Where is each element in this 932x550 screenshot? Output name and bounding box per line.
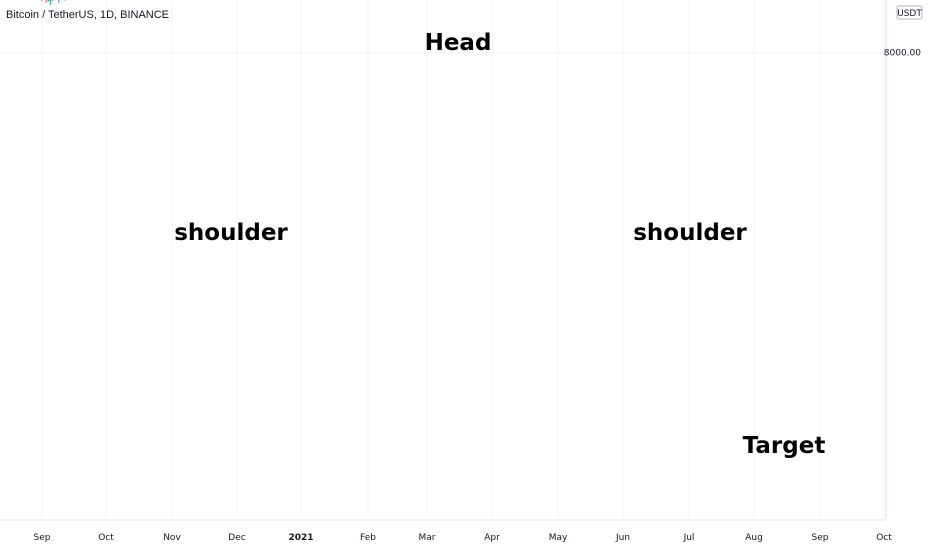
x-tick-label: Dec	[228, 533, 245, 543]
x-tick-label: Sep	[812, 533, 829, 543]
x-tick-label: Mar	[419, 533, 436, 543]
x-tick-label: May	[549, 533, 568, 543]
x-tick-label: Feb	[360, 533, 376, 543]
x-tick-label: Jun	[615, 533, 630, 543]
x-tick-label: Oct	[98, 533, 114, 543]
annotation-label-shoulder: shoulder	[633, 220, 747, 246]
x-tick-label: Nov	[163, 533, 181, 543]
x-tick-label: Oct	[876, 533, 892, 543]
y-tick-label: 8000.00	[884, 49, 921, 59]
annotation-label-target: Target	[743, 433, 826, 459]
annotation-label-head: Head	[425, 30, 492, 56]
currency-label: USDT	[897, 9, 922, 19]
candles	[41, 0, 77, 5]
x-tick-label: Sep	[34, 533, 51, 543]
currency-badge	[896, 5, 923, 20]
x-tick-label: Jul	[683, 533, 695, 543]
price-axis-bg	[888, 0, 932, 550]
x-tick-label: Apr	[484, 533, 500, 543]
candle-body	[47, 0, 50, 1]
symbol-title: Bitcoin / TetherUS, 1D, BINANCE	[6, 9, 170, 21]
x-tick-label: 2021	[288, 533, 313, 543]
annotation-label-shoulder: shoulder	[174, 220, 288, 246]
x-tick-label: Aug	[745, 533, 763, 543]
candle-body	[49, 0, 52, 2]
